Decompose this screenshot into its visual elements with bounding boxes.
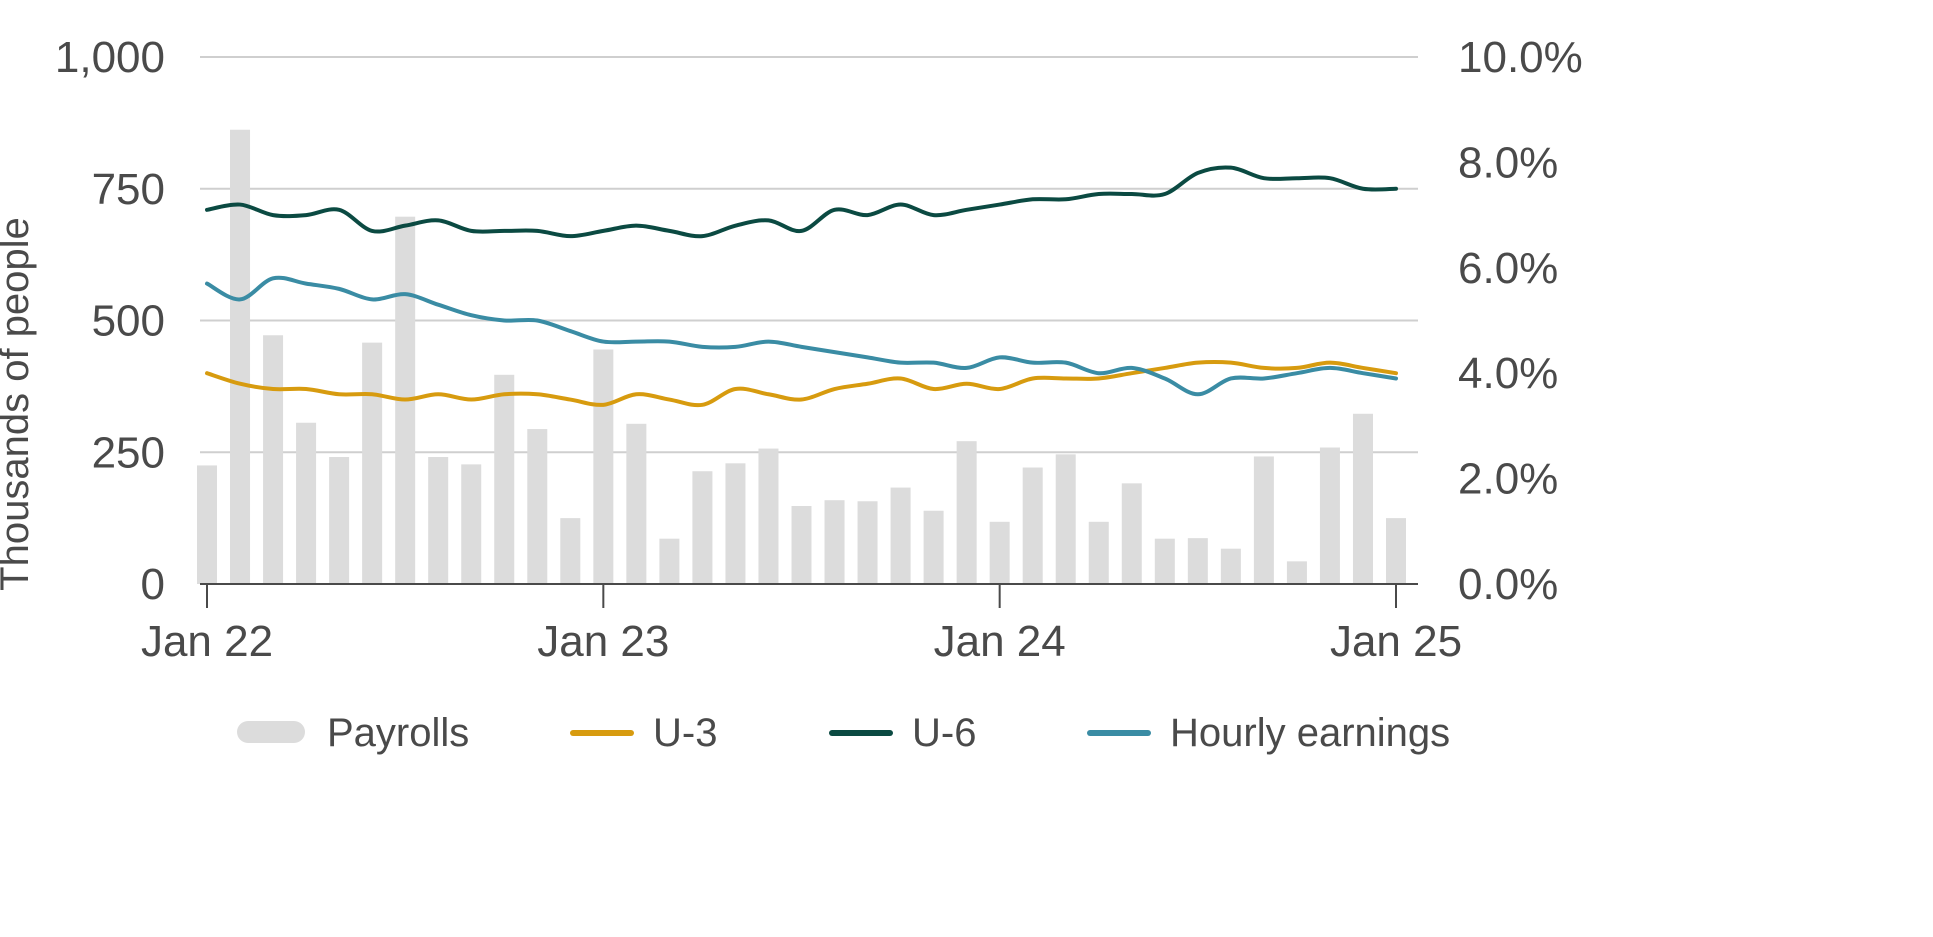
payrolls-bar-2022-09 xyxy=(461,464,482,584)
right-tick-label: 8.0% xyxy=(1458,138,1558,187)
payrolls-bar-2024-08 xyxy=(1220,548,1241,584)
payrolls-bar-2024-03 xyxy=(1055,454,1076,584)
payrolls-bar-2022-04 xyxy=(296,422,317,584)
payrolls-bar-2023-05 xyxy=(725,463,746,584)
payrolls-bar-2022-05 xyxy=(329,456,350,584)
payrolls-bar-2022-11 xyxy=(527,429,548,584)
payrolls-bar-2023-08 xyxy=(824,500,845,584)
right-tick-label: 6.0% xyxy=(1458,244,1558,293)
payrolls-bar-2022-10 xyxy=(494,374,515,584)
left-tick-label: 500 xyxy=(92,297,165,346)
line-u-6 xyxy=(205,165,1398,239)
payrolls-bar-2024-04 xyxy=(1088,521,1109,584)
legend-item-u-6: U-6 xyxy=(829,711,976,755)
x-tick-label: Jan 24 xyxy=(934,617,1066,666)
legend: Payrolls U-3 U-6 Hourly earnings xyxy=(237,711,1450,755)
x-axis-ticks: Jan 22 Jan 23 Jan 24 Jan 25 xyxy=(141,584,1462,666)
payrolls-bar-2024-10 xyxy=(1286,561,1307,584)
legend-item-hourly-earnings: Hourly earnings xyxy=(1087,711,1450,755)
legend-label: Hourly earnings xyxy=(1170,711,1450,755)
x-tick-label: Jan 25 xyxy=(1330,617,1462,666)
payrolls-bar-2023-12 xyxy=(956,441,977,584)
payrolls-bar-2024-06 xyxy=(1154,538,1175,584)
payrolls-bar-2023-07 xyxy=(791,506,812,584)
right-tick-label: 10.0% xyxy=(1458,33,1583,82)
line-u-3 xyxy=(205,360,1398,408)
payrolls-bar-2023-10 xyxy=(890,487,911,584)
payrolls-bar-2024-12 xyxy=(1352,413,1373,584)
legend-label: Payrolls xyxy=(327,711,469,755)
grid-lines xyxy=(200,56,1418,454)
right-tick-label: 2.0% xyxy=(1458,455,1558,504)
legend-swatch xyxy=(237,721,305,743)
right-tick-label: 4.0% xyxy=(1458,349,1558,398)
payrolls-bars xyxy=(197,129,1406,584)
payrolls-bar-2024-01 xyxy=(989,521,1010,584)
payrolls-bar-2024-02 xyxy=(1022,467,1043,584)
right-axis-ticks: 0.0% 2.0% 4.0% 6.0% 8.0% 10.0% xyxy=(1458,33,1583,609)
payrolls-bar-2023-09 xyxy=(857,501,878,584)
payrolls-bar-2022-02 xyxy=(230,129,251,584)
left-axis-ticks: 0 250 500 750 1,000 xyxy=(55,33,165,609)
payrolls-bar-2023-04 xyxy=(692,471,713,584)
legend-item-payrolls: Payrolls xyxy=(237,711,469,755)
payrolls-bar-2024-07 xyxy=(1187,538,1208,584)
legend-label: U-6 xyxy=(912,711,976,755)
payrolls-bar-2022-01 xyxy=(197,465,217,584)
right-tick-label: 0.0% xyxy=(1458,560,1558,609)
payrolls-bar-2024-11 xyxy=(1319,447,1340,584)
payrolls-bar-2023-06 xyxy=(758,448,779,584)
legend-item-u-3: U-3 xyxy=(570,711,717,755)
payrolls-bar-2023-01 xyxy=(593,349,614,584)
left-tick-label: 750 xyxy=(92,165,165,214)
payrolls-bar-2023-11 xyxy=(923,510,944,584)
payrolls-bar-2024-05 xyxy=(1121,483,1142,584)
payrolls-bar-2023-03 xyxy=(659,538,680,584)
x-tick-label: Jan 23 xyxy=(537,617,669,666)
left-tick-label: 1,000 xyxy=(55,33,165,82)
payrolls-bar-2022-06 xyxy=(362,342,383,584)
x-tick-label: Jan 22 xyxy=(141,617,273,666)
payrolls-bar-2022-03 xyxy=(263,335,284,584)
left-tick-label: 250 xyxy=(92,428,165,477)
payrolls-bar-2022-08 xyxy=(428,456,449,584)
payrolls-bar-2023-02 xyxy=(626,423,647,584)
payrolls-bar-2022-12 xyxy=(560,518,581,584)
y-axis-title: Thousands of people xyxy=(0,217,37,591)
payrolls-bar-2024-09 xyxy=(1253,456,1274,584)
payrolls-bar-2025-01 xyxy=(1386,518,1406,584)
legend-label: U-3 xyxy=(653,711,717,755)
line-series xyxy=(205,165,1398,408)
line-hourly-earnings xyxy=(205,275,1398,397)
left-tick-label: 0 xyxy=(141,560,165,609)
